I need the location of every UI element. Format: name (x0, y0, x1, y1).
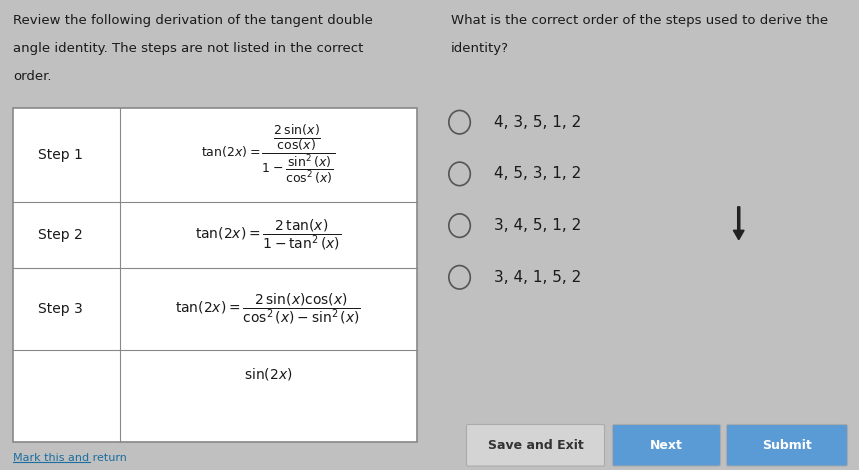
Text: 4, 5, 3, 1, 2: 4, 5, 3, 1, 2 (494, 166, 582, 181)
Text: $\sin(2x)$: $\sin(2x)$ (244, 366, 293, 382)
Text: Save and Exit: Save and Exit (488, 439, 583, 452)
FancyBboxPatch shape (727, 424, 848, 466)
Text: $\tan(2x) = \dfrac{2\,\sin(x)\cos(x)}{\cos^2(x) - \sin^2(x)}$: $\tan(2x) = \dfrac{2\,\sin(x)\cos(x)}{\c… (175, 291, 362, 327)
Text: Submit: Submit (762, 439, 812, 452)
Text: angle identity. The steps are not listed in the correct: angle identity. The steps are not listed… (13, 42, 363, 55)
Text: Review the following derivation of the tangent double: Review the following derivation of the t… (13, 14, 373, 27)
Text: 4, 3, 5, 1, 2: 4, 3, 5, 1, 2 (494, 115, 582, 130)
FancyBboxPatch shape (612, 424, 721, 466)
Text: Step 2: Step 2 (38, 228, 82, 242)
Text: Step 3: Step 3 (38, 302, 82, 316)
FancyBboxPatch shape (466, 424, 605, 466)
Text: Step 1: Step 1 (38, 148, 82, 162)
Text: $\tan(2x) = \dfrac{\dfrac{2\,\sin(x)}{\cos(x)}}{1 - \dfrac{\sin^2(x)}{\cos^2(x)}: $\tan(2x) = \dfrac{\dfrac{2\,\sin(x)}{\c… (201, 124, 336, 186)
Text: 3, 4, 5, 1, 2: 3, 4, 5, 1, 2 (494, 218, 582, 233)
FancyArrow shape (734, 207, 744, 240)
Text: 3, 4, 1, 5, 2: 3, 4, 1, 5, 2 (494, 270, 582, 285)
Text: Mark this and return: Mark this and return (13, 453, 127, 463)
Text: What is the correct order of the steps used to derive the: What is the correct order of the steps u… (451, 14, 828, 27)
Text: order.: order. (13, 70, 52, 84)
Text: Next: Next (650, 439, 683, 452)
Text: identity?: identity? (451, 42, 509, 55)
Bar (13, 108, 417, 442)
Text: $\tan(2x) = \dfrac{2\,\tan(x)}{1 - \tan^2(x)}$: $\tan(2x) = \dfrac{2\,\tan(x)}{1 - \tan^… (195, 218, 342, 252)
